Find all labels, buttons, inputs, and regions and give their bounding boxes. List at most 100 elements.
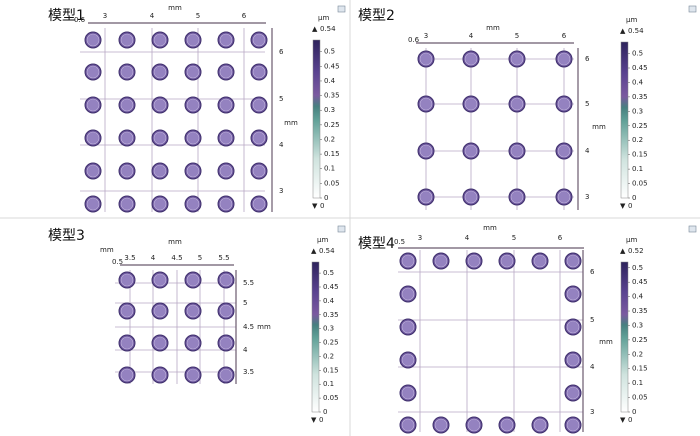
colorbar-tick-label: 0.3 <box>323 325 334 333</box>
pin <box>86 131 100 145</box>
x-tick-label: 3 <box>103 12 107 20</box>
pin <box>153 336 167 350</box>
colorbar <box>620 261 629 413</box>
pin <box>467 418 481 432</box>
pin <box>252 197 266 211</box>
pin <box>434 418 448 432</box>
colorbar-tick-label: 0.45 <box>632 278 648 286</box>
y-tick-label: 3 <box>585 193 589 201</box>
y-axis-label: mm <box>599 338 613 346</box>
pin <box>252 33 266 47</box>
colorbar-unit: μm <box>626 236 637 244</box>
pin <box>219 65 233 79</box>
pin <box>566 418 580 432</box>
pin <box>153 65 167 79</box>
colorbar-tick-label: 0 <box>632 408 636 416</box>
colorbar-min: 0 <box>628 416 632 424</box>
colorbar-tick-label: 0.05 <box>324 179 340 187</box>
y-tick-label: 3 <box>279 187 283 195</box>
colorbar-tick-label: 0.05 <box>632 394 648 402</box>
pin <box>153 368 167 382</box>
colorbar-tick-label: 0.2 <box>323 352 334 360</box>
x-axis-label: mm <box>168 4 182 12</box>
pin <box>252 98 266 112</box>
colorbar <box>311 261 320 413</box>
toolbar-icon <box>337 5 346 13</box>
pin <box>510 190 524 204</box>
y-tick-label: 5 <box>585 100 589 108</box>
colorbar-tick-label: 0.35 <box>323 311 339 319</box>
min-arrow: ▼ <box>620 202 626 210</box>
x-tick-label: 3 <box>418 234 422 242</box>
pin <box>219 164 233 178</box>
pin <box>120 368 134 382</box>
colorbar <box>620 41 629 199</box>
colorbar <box>312 39 321 199</box>
pin <box>219 336 233 350</box>
colorbar-tick-label: 0.25 <box>324 121 340 129</box>
pin <box>120 131 134 145</box>
min-arrow: ▼ <box>311 416 317 424</box>
colorbar-tick-label: 0.15 <box>323 366 339 374</box>
x-tick-label: 5 <box>198 254 202 262</box>
pin <box>86 197 100 211</box>
y-tick-label: 5 <box>279 95 283 103</box>
colorbar-min: 0 <box>320 202 324 210</box>
x-tick-label: 5 <box>515 32 519 40</box>
colorbar-tick-label: 0.35 <box>324 92 340 100</box>
pin <box>120 336 134 350</box>
colorbar-tick-label: 0.4 <box>632 293 644 301</box>
colorbar-tick-label: 0.2 <box>632 136 643 144</box>
pin <box>153 33 167 47</box>
pin <box>557 190 571 204</box>
colorbar-tick-label: 0.45 <box>323 283 339 291</box>
pin <box>401 254 415 268</box>
x-tick-label: 6 <box>558 234 563 242</box>
colorbar-max: 0.54 <box>320 25 336 33</box>
colorbar-tick-label: 0.25 <box>632 336 648 344</box>
pin <box>219 33 233 47</box>
pin <box>533 254 547 268</box>
pin <box>566 353 580 367</box>
y-tick-label: 4.5 <box>243 323 254 331</box>
colorbar-tick-label: 0.25 <box>632 122 648 130</box>
pin <box>186 304 200 318</box>
pin <box>252 65 266 79</box>
toolbar-icon <box>337 225 346 233</box>
colorbar-unit: μm <box>626 16 637 24</box>
x-tick-label: 6 <box>242 12 247 20</box>
pin <box>419 52 433 66</box>
pin <box>219 304 233 318</box>
pin <box>186 131 200 145</box>
colorbar-tick-label: 0.5 <box>632 264 643 272</box>
colorbar-tick-label: 0.15 <box>324 150 340 158</box>
colorbar-tick-label: 0.5 <box>324 48 335 56</box>
min-arrow: ▼ <box>312 202 318 210</box>
pin <box>86 65 100 79</box>
colorbar-unit: μm <box>317 236 328 244</box>
pin <box>186 98 200 112</box>
y-tick-label: 4 <box>243 346 248 354</box>
pin <box>419 97 433 111</box>
pin <box>153 304 167 318</box>
pin <box>510 97 524 111</box>
colorbar-min: 0 <box>319 416 323 424</box>
pin <box>120 197 134 211</box>
pin <box>153 197 167 211</box>
colorbar-tick-label: 0.45 <box>324 62 340 70</box>
y-axis-label: mm <box>257 323 271 331</box>
y-tick-label: 6 <box>279 48 284 56</box>
colorbar-tick-label: 0.4 <box>323 297 335 305</box>
y-axis-label: mm <box>592 123 606 131</box>
colorbar-tick-label: 0.35 <box>632 307 648 315</box>
panel-title: 模型4 <box>358 236 395 252</box>
colorbar-tick-label: 0.1 <box>324 165 335 173</box>
pin <box>219 98 233 112</box>
max-arrow: ▲ <box>312 25 318 33</box>
colorbar-tick-label: 0.5 <box>323 269 334 277</box>
pin <box>153 164 167 178</box>
colorbar-tick-label: 0.4 <box>324 77 336 85</box>
corner-label: 0.6 <box>408 36 420 44</box>
